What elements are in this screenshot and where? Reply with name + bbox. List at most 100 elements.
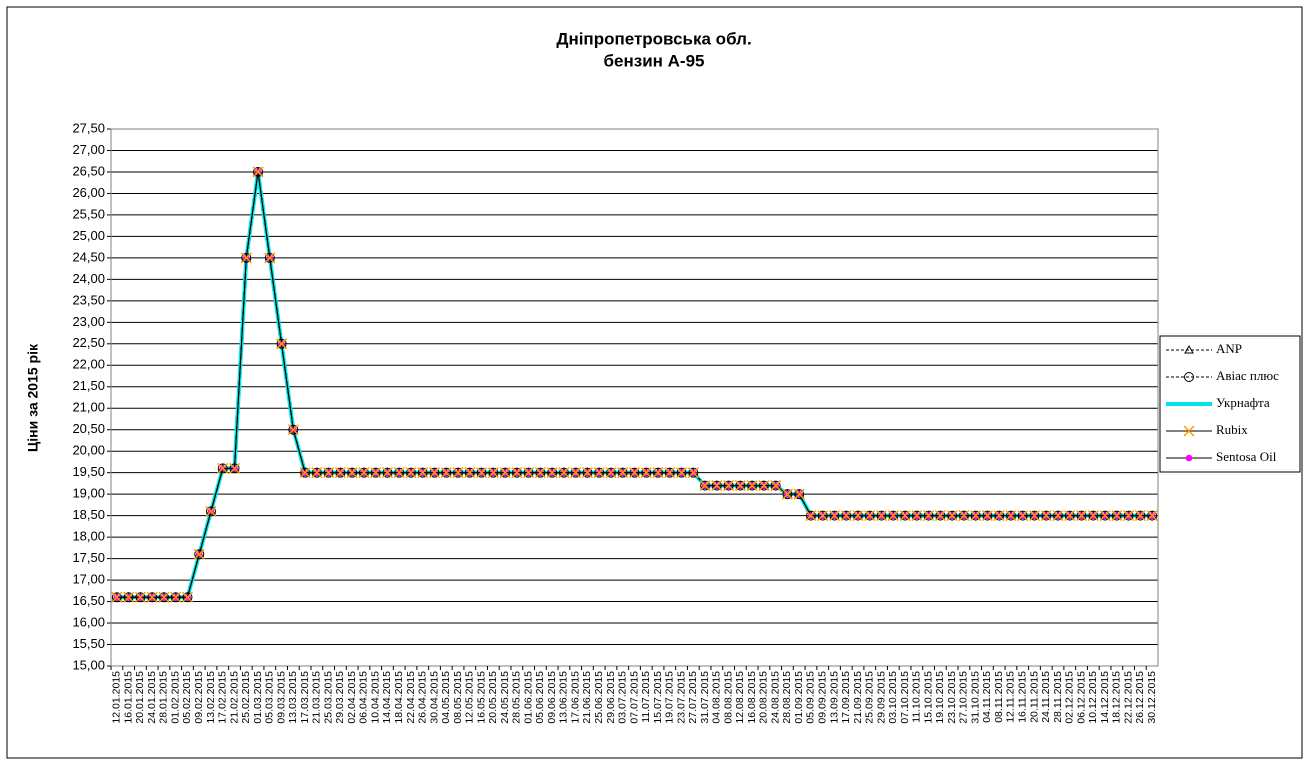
y-tick-label: 19,50	[72, 464, 105, 479]
y-tick-label: 24,50	[72, 249, 105, 264]
x-tick-label: 23.10.2015	[946, 671, 958, 724]
legend-label: Укрнафта	[1216, 395, 1270, 410]
y-tick-label: 25,50	[72, 206, 105, 221]
y-tick-label: 18,50	[72, 507, 105, 522]
marker	[1146, 510, 1158, 522]
x-tick-label: 26.04.2015	[417, 671, 429, 724]
marker	[617, 467, 629, 479]
marker	[652, 467, 664, 479]
marker	[570, 467, 582, 479]
y-tick-label: 26,50	[72, 163, 105, 178]
x-tick-label: 04.11.2015	[981, 671, 993, 723]
marker	[240, 252, 252, 264]
x-tick-label: 01.02.2015	[169, 671, 181, 724]
x-tick-label: 10.12.2015	[1087, 671, 1099, 724]
x-tick-label: 21.02.2015	[228, 671, 240, 724]
x-tick-label: 13.06.2015	[558, 671, 570, 724]
marker	[253, 166, 264, 177]
x-tick-label: 20.05.2015	[487, 671, 499, 724]
x-tick-label: 09.09.2015	[817, 671, 829, 724]
marker	[523, 467, 535, 479]
x-tick-label: 09.03.2015	[275, 671, 287, 724]
marker	[770, 480, 782, 492]
x-tick-label: 04.05.2015	[440, 671, 452, 724]
x-tick-label: 09.06.2015	[546, 671, 558, 724]
y-tick-label: 17,50	[72, 550, 105, 565]
x-tick-label: 31.10.2015	[969, 671, 981, 724]
marker	[1064, 510, 1076, 522]
x-tick-label: 26.12.2015	[1134, 671, 1146, 724]
x-tick-label: 28.08.2015	[781, 671, 793, 724]
x-tick-label: 25.09.2015	[864, 671, 876, 724]
y-tick-label: 22,00	[72, 357, 105, 372]
y-tick-label: 21,00	[72, 400, 105, 415]
x-tick-label: 19.10.2015	[934, 671, 946, 724]
marker	[428, 467, 441, 479]
marker	[217, 462, 229, 474]
marker	[276, 338, 287, 349]
marker	[323, 467, 335, 479]
marker	[852, 510, 864, 522]
x-tick-label: 20.08.2015	[758, 671, 770, 724]
marker	[993, 510, 1005, 522]
marker	[370, 467, 382, 479]
marker	[134, 591, 146, 603]
y-axis-label: Ціни за 2015 рік	[25, 343, 41, 452]
chart-title: Дніпропетровська обл.	[556, 29, 751, 48]
marker	[1183, 425, 1195, 437]
marker	[158, 591, 170, 603]
y-tick-label: 20,50	[72, 421, 105, 436]
x-tick-label: 12.05.2015	[464, 671, 476, 724]
marker	[264, 252, 275, 263]
marker	[840, 510, 852, 522]
x-tick-label: 14.04.2015	[381, 671, 393, 724]
marker	[346, 467, 358, 479]
x-tick-label: 22.04.2015	[405, 671, 417, 724]
marker	[452, 467, 464, 479]
x-tick-label: 13.03.2015	[287, 671, 299, 724]
x-tick-label: 05.06.2015	[534, 671, 546, 724]
x-tick-label: 25.03.2015	[322, 671, 334, 724]
x-tick-label: 20.11.2015	[1028, 671, 1040, 723]
legend-label: Rubix	[1216, 422, 1248, 437]
x-tick-label: 03.10.2015	[887, 671, 899, 724]
x-tick-label: 01.09.2015	[793, 671, 805, 724]
marker	[1185, 454, 1193, 462]
y-tick-label: 16,50	[72, 593, 105, 608]
x-tick-label: 25.02.2015	[240, 671, 252, 724]
marker	[981, 510, 993, 522]
x-tick-label: 24.08.2015	[769, 671, 781, 724]
x-tick-label: 12.08.2015	[734, 671, 746, 724]
marker	[734, 480, 746, 492]
x-tick-label: 12.11.2015	[1005, 671, 1017, 723]
y-tick-label: 17,00	[72, 572, 105, 587]
y-tick-label: 18,00	[72, 529, 105, 544]
marker	[711, 480, 723, 492]
x-tick-label: 06.12.2015	[1075, 671, 1087, 724]
x-tick-label: 17.03.2015	[299, 671, 311, 724]
marker	[417, 467, 429, 479]
x-tick-label: 24.11.2015	[1040, 671, 1052, 723]
marker	[546, 467, 558, 479]
x-tick-label: 18.12.2015	[1111, 671, 1123, 724]
x-tick-label: 16.11.2015	[1016, 671, 1028, 723]
x-tick-label: 30.04.2015	[428, 671, 440, 724]
marker	[146, 591, 158, 603]
marker	[899, 510, 911, 522]
chart-frame	[6, 6, 1303, 759]
marker	[723, 480, 735, 492]
marker	[758, 480, 770, 492]
marker	[205, 506, 216, 517]
x-tick-label: 27.10.2015	[958, 671, 970, 724]
x-tick-label: 21.09.2015	[852, 671, 864, 724]
marker	[746, 480, 758, 492]
marker	[876, 510, 888, 522]
chart-subtitle: бензин А-95	[604, 51, 705, 70]
legend-label: Sentosa Oil	[1216, 449, 1277, 464]
marker	[358, 467, 370, 479]
marker	[1052, 510, 1064, 522]
x-tick-label: 22.12.2015	[1122, 671, 1134, 724]
marker	[1184, 344, 1194, 354]
x-tick-label: 14.12.2015	[1099, 671, 1111, 724]
